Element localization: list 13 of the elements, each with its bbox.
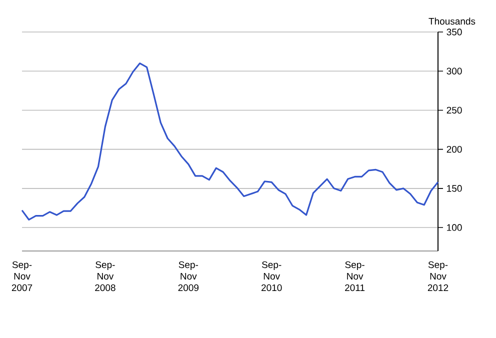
x-tick-label: Sep-Nov 2012 (428, 261, 448, 292)
x-tick-label: Sep-Nov 2008 (95, 261, 116, 292)
x-tick-label: Sep-Nov 2011 (345, 261, 365, 292)
x-tick-label: Sep-Nov 2010 (262, 261, 282, 292)
y-tick-label: 150 (447, 185, 462, 192)
y-tick-label: 300 (446, 68, 462, 74)
y-tick-label: 100 (447, 224, 462, 231)
x-tick-label: Sep-Nov 2009 (178, 261, 199, 292)
y-axis-title: Thousands (428, 18, 476, 25)
y-tick-label: 350 (446, 28, 462, 36)
x-tick-label: Sep-Nov 2007 (12, 261, 32, 292)
y-tick-label: 250 (446, 106, 462, 114)
y-tick-label: 200 (446, 146, 462, 153)
